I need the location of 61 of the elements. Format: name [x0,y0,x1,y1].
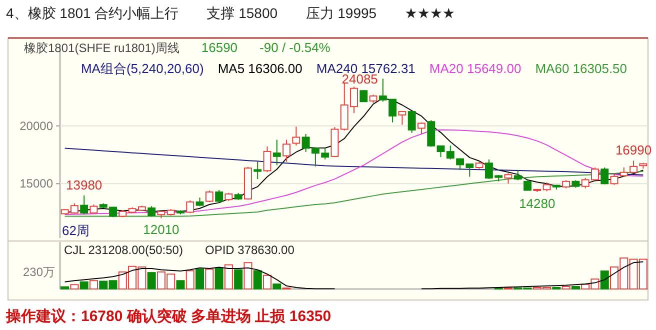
candlestick [215,190,224,204]
bar [600,270,609,290]
candlestick [80,194,88,215]
candlestick [514,170,522,181]
bar [262,274,272,290]
candlestick [292,126,300,146]
bar [60,286,70,290]
y-tick-label: 15000 [20,176,54,191]
bar [234,269,243,290]
bar [272,284,282,290]
candlestick [360,90,368,102]
text: OPID 378630.00 [204,243,295,257]
annotation: 14280 [519,196,556,212]
bar [70,284,79,290]
bar [196,268,204,290]
chart-subtitle: 橡胶1801(SHFE ru1801)周线 [24,41,180,55]
candlestick [408,110,416,134]
y-tick-label: 20000 [20,118,54,133]
candlestick [263,146,272,173]
bar [253,270,262,290]
candlestick [272,139,281,166]
candlestick [186,200,194,214]
candlestick [600,167,609,185]
annotation: 13980 [66,177,102,192]
bar [562,286,570,290]
text: MA240 15762.31 [316,61,416,76]
text: MA60 16305.50 [535,61,628,76]
candlestick [205,190,214,203]
text: 压力 19995 [306,5,377,21]
annotation: 12010 [143,222,180,238]
bar [244,262,252,290]
text: MA20 15649.00 [429,61,522,76]
bar [80,281,88,290]
text: 230万 [22,265,55,279]
chart-title: CJL 231208.00(50:50) [64,243,183,257]
bar [186,270,194,290]
text: MA5 16306.00 [218,61,302,76]
text: 支撑 15800 [206,5,278,21]
annotation: -90 / -0.54% [260,40,331,55]
candlestick [398,111,406,126]
bar [214,267,224,290]
candlestick [436,145,445,158]
candlestick [254,161,262,180]
text: ★★★★ [404,5,455,21]
chart-title: 4、橡胶 1801 合约小幅上行 [6,5,179,21]
bar [176,280,185,290]
bar [205,268,214,290]
bar [571,286,580,290]
annotation: 16990 [615,142,652,158]
bar [147,272,156,290]
text: 操作建议：16780 确认突破 多单进场 止损 16350 [5,307,332,325]
annotation: 62周 [62,223,90,238]
legend-title: MA组合(5,240,20,60) [80,61,204,76]
bar [224,264,233,290]
candlestick [504,172,512,184]
candlestick [446,145,454,160]
candlestick [148,206,156,218]
bar [89,280,98,290]
candlestick [610,172,618,186]
candlestick [282,139,290,162]
annotation: 16590 [201,40,238,55]
